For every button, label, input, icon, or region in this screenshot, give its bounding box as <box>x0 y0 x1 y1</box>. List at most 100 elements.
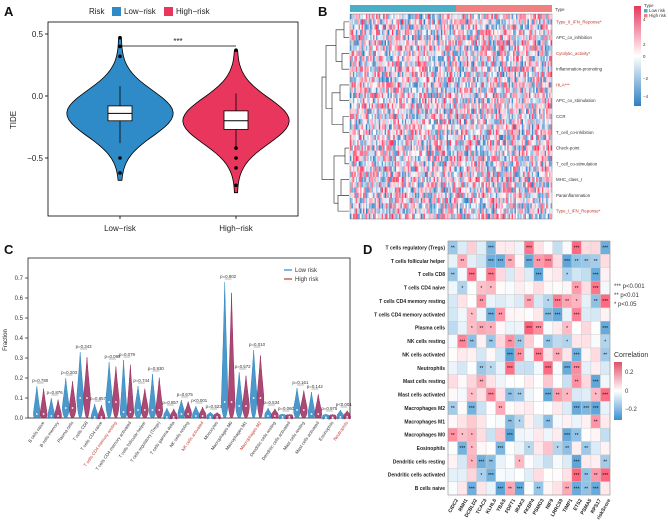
heatmap-cell <box>466 187 469 193</box>
heatmap-cell <box>432 35 434 41</box>
heatmap-cell <box>399 14 401 20</box>
heatmap-cell <box>502 182 505 188</box>
heatmap-cell <box>427 45 430 51</box>
heatmap-cell <box>451 103 453 109</box>
heatmap-cell <box>502 19 505 25</box>
heatmap-cell <box>360 29 362 36</box>
heatmap-cell <box>406 182 408 188</box>
heatmap-cell <box>429 103 431 109</box>
heatmap-cell <box>368 29 371 36</box>
heatmap-cell <box>469 113 472 120</box>
heatmap-cell <box>466 103 469 109</box>
heatmap-cell <box>511 19 514 25</box>
heatmap-cell <box>358 145 361 151</box>
heatmap-cell <box>442 119 444 125</box>
heatmap-cell <box>427 166 430 172</box>
heatmap-cell <box>520 140 522 146</box>
heatmap-cell <box>550 161 553 167</box>
heatmap-cell <box>446 92 449 99</box>
heatmap-cell <box>362 119 365 125</box>
dendrogram-branch <box>342 116 349 133</box>
heatmap-cell <box>504 29 506 36</box>
heatmap-cell <box>474 119 476 125</box>
heatmap-cell <box>456 19 459 25</box>
heatmap-cell <box>463 124 466 130</box>
heatmap-cell <box>481 192 483 199</box>
heatmap-cell <box>393 155 395 162</box>
heatmap-cell <box>501 45 504 51</box>
heatmap-cell <box>484 119 486 125</box>
heatmap-cell <box>426 35 429 41</box>
heatmap-cell <box>350 145 352 151</box>
heatmap-cell <box>543 45 545 51</box>
heatmap-cell <box>367 103 369 109</box>
heatmap-cell <box>419 140 421 146</box>
heatmap-cell <box>513 50 515 57</box>
heatmap-cell <box>550 113 553 120</box>
heatmap-cell <box>360 77 362 83</box>
heatmap-cell <box>367 61 369 67</box>
heatmap-cell <box>511 61 514 67</box>
heatmap-cell <box>452 140 454 146</box>
heatmap-cell <box>371 192 374 199</box>
heatmap-cell <box>474 77 476 83</box>
heatmap-cell <box>443 145 446 151</box>
heatmap-cell <box>438 56 440 62</box>
heatmap-cell <box>448 161 450 167</box>
heatmap-cell <box>370 161 372 167</box>
heatmap-cell <box>420 19 423 25</box>
heatmap-cell <box>520 77 522 83</box>
heatmap-cell <box>377 134 379 141</box>
heatmap-cell <box>355 166 358 172</box>
heatmap-cell <box>518 24 521 30</box>
x-tick-label-low: Low−risk <box>104 224 137 233</box>
heatmap-cell <box>472 124 475 130</box>
heatmap-cell <box>414 87 417 93</box>
heatmap-cell <box>351 92 353 99</box>
heatmap-cell <box>534 87 537 93</box>
heatmap-cell <box>448 92 450 99</box>
heatmap-cell <box>492 134 495 141</box>
heatmap-cell <box>367 24 369 30</box>
heatmap-cell <box>430 150 433 157</box>
heatmap-cell <box>365 103 368 109</box>
heatmap-cell <box>539 113 541 120</box>
heatmap-cell <box>423 134 426 141</box>
heatmap-cell <box>436 129 439 135</box>
heatmap-cell <box>508 66 511 72</box>
heatmap-cell <box>388 14 391 20</box>
heatmap-cell <box>498 113 501 120</box>
heatmap-cell <box>429 171 431 178</box>
heatmap-cell <box>523 19 525 25</box>
heatmap-cell <box>534 150 537 157</box>
heatmap-cell <box>433 61 436 67</box>
heatmap-cell <box>475 92 478 99</box>
heatmap-cell <box>501 40 504 46</box>
heatmap-cell <box>407 61 410 67</box>
heatmap-cell <box>429 155 431 162</box>
heatmap-cell <box>497 82 499 88</box>
heatmap-cell <box>442 187 444 193</box>
heatmap-cell <box>360 71 362 78</box>
heatmap-cell <box>481 61 483 67</box>
heatmap-cell <box>528 50 531 57</box>
dendrogram-branch <box>343 21 349 38</box>
heatmap-cell <box>449 98 452 104</box>
heatmap-cell <box>466 119 469 125</box>
heatmap-cell <box>425 161 427 167</box>
heatmap-cell <box>494 161 496 167</box>
heatmap-cell <box>515 119 518 125</box>
heatmap-cell <box>533 113 535 120</box>
heatmap-cell <box>373 71 375 78</box>
heatmap-cell <box>527 35 530 41</box>
heatmap-cell <box>476 45 479 51</box>
heatmap-cell <box>476 61 479 67</box>
legend-title: Risk <box>89 7 106 16</box>
heatmap-cell <box>459 171 462 178</box>
heatmap-cell <box>518 161 521 167</box>
heatmap-cell <box>528 77 531 83</box>
heatmap-cell <box>378 197 381 204</box>
heatmap-cell <box>446 56 449 62</box>
heatmap-cell <box>433 40 436 46</box>
